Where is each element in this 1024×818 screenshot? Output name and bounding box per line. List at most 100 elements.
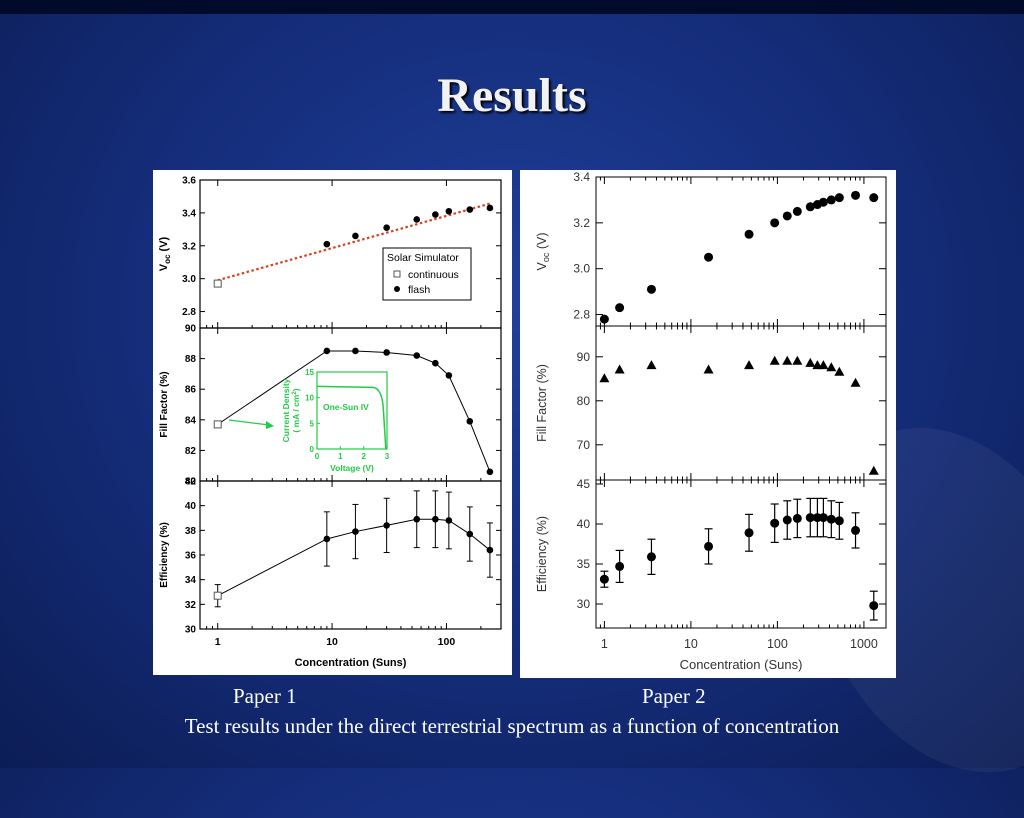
paper1-xtick-label: 100 [438, 636, 456, 648]
inset-xtick-label: 1 [338, 452, 343, 461]
inset-ylabel-unit: ( mA / cm2) [291, 388, 301, 432]
paper1-point-flash [352, 232, 359, 240]
inset-ytick-label: 5 [310, 419, 315, 428]
inset-iv-curve [316, 385, 387, 450]
paper2-panel-2-ytick-label: 40 [577, 517, 591, 531]
paper1-point-flash [486, 204, 494, 212]
paper2-panel-0-ylabel: Voc (V) [535, 233, 551, 271]
paper1-point-continuous [213, 420, 222, 429]
paper2-xtick-label: 1 [601, 637, 608, 651]
paper2-panel-1-ytick-label: 90 [577, 350, 591, 364]
paper2-chart: 2.8 3.0 3.2 3.4 Voc (V) 70 80 90 Fill Factor (%)… [535, 170, 887, 672]
paper2-point-FF [614, 364, 625, 374]
paper2-panel-0-ytick-label: 3.4 [573, 170, 590, 184]
paper2-point-Efficiency [770, 518, 780, 528]
paper1-ylabel-sub: oc [163, 254, 172, 264]
inset-ylabel-unit-tail: ) [291, 388, 301, 391]
paper1-panel-2-ytick-label: 30 [185, 625, 197, 636]
paper2-point-Efficiency [744, 528, 754, 538]
inset-ytick-label: 0 [310, 445, 315, 454]
paper2-point-Efficiency [782, 515, 792, 525]
paper1-panel-2-ytick-label: 38 [185, 526, 197, 537]
paper1-point-flash [383, 522, 390, 529]
paper1-point-flash [413, 352, 421, 359]
paper2-point-FF [744, 360, 755, 370]
paper1-point-flash [323, 347, 331, 355]
paper2-point-Efficiency [826, 514, 836, 524]
paper1-legend-marker-continuous [393, 270, 401, 278]
paper1-panel-0-ytick-label: 2.8 [182, 307, 196, 318]
paper2-point-FF [646, 360, 657, 370]
paper2-point-Voc [834, 193, 844, 203]
paper2-point-Voc [826, 195, 836, 205]
paper1-ylabel-unit: (V) [158, 236, 170, 254]
inset-ylabel: Current Density [281, 378, 291, 442]
paper1-point-continuous [213, 591, 222, 600]
paper2-panel-2-ytick-label: 35 [577, 557, 591, 571]
paper2-point-FF [805, 357, 816, 367]
paper2-xtick-label: 10 [684, 637, 698, 651]
paper1-panel-1-ytick-label: 90 [185, 324, 197, 335]
paper1-panel-1-ylabel: Fill Factor (%) [159, 371, 170, 437]
paper1-point-flash [466, 418, 474, 425]
paper1-panel-0-ylabel: Voc (V) [158, 236, 172, 271]
caption-main: Test results under the direct terrestria… [184, 714, 840, 738]
paper1-panel-1-ytick-label: 80 [185, 477, 197, 488]
paper1-point-flash [323, 535, 331, 543]
paper1-panel-2-ylabel: Efficiency (%) [159, 522, 170, 588]
caption-paper2: Paper 2 [642, 684, 706, 708]
paper1-panel-2-frame [199, 480, 502, 630]
paper1-panel-1-ytick-label: 88 [185, 354, 197, 365]
paper2-point-Voc [704, 252, 714, 262]
inset-pointer-arrowhead [266, 421, 274, 429]
paper2-point-Efficiency [834, 516, 844, 526]
paper2-panel-0-ytick-label: 3.2 [573, 216, 590, 230]
paper1-legend-title: Solar Simulator [387, 252, 459, 264]
paper2-panel-1-frame [595, 325, 887, 481]
paper2-point-Efficiency [615, 561, 625, 571]
paper2-panel-0-ytick-label: 3.0 [573, 262, 590, 276]
paper2-panel-1-ytick-label: 80 [577, 394, 591, 408]
paper2-point-Efficiency [818, 513, 828, 523]
paper2-panel-2-ylabel: Efficiency (%) [535, 516, 549, 592]
paper1-panel-0-ytick-label: 3.4 [182, 208, 196, 219]
paper1-point-flash [383, 349, 390, 356]
inset-xtick-label: 3 [385, 452, 390, 461]
paper2-point-FF [818, 360, 829, 370]
paper2-point-FF [769, 355, 780, 365]
paper1-panel-0-ytick-label: 3.2 [182, 241, 196, 252]
inset-ytick-label: 15 [305, 368, 314, 377]
paper1-panel-0-ytick-label: 3.0 [182, 274, 196, 285]
paper1-panel-2-ytick-label: 32 [185, 600, 197, 611]
paper2-point-FF [850, 377, 861, 387]
inset-label: One-Sun IV [323, 402, 369, 412]
paper1-figure: 2.8 3.0 3.2 3.4 3.6 Voc (V) Solar Simulator con… [153, 170, 512, 675]
paper2-point-Efficiency [792, 513, 802, 523]
paper1-point-flash [383, 224, 390, 231]
paper2-point-Voc [646, 284, 656, 294]
inset-frame [316, 371, 388, 450]
paper1-ylabel-main: V [158, 263, 170, 271]
paper2-point-Voc [615, 303, 625, 313]
paper1-panel-1-ytick-label: 86 [185, 385, 197, 396]
paper1-point-flash [466, 530, 474, 538]
paper1-point-flash [323, 240, 331, 248]
paper1-point-flash [466, 206, 474, 213]
paper1-xtick-label: 1 [215, 636, 221, 648]
paper2-ylabel-unit: (V) [535, 233, 549, 253]
paper1-point-flash [413, 515, 421, 523]
paper2-ylabel-main: V [535, 262, 549, 271]
paper2-xtick-label: 1000 [850, 637, 878, 651]
paper1-fit-line [217, 201, 493, 282]
paper1-xlabel: Concentration (Suns) [295, 657, 407, 669]
paper2-figure: 2.8 3.0 3.2 3.4 Voc (V) 70 80 90 Fill Factor (%)… [520, 170, 896, 678]
paper1-panel-0-ytick-label: 3.6 [182, 176, 196, 187]
inset-xtick-label: 0 [315, 452, 320, 461]
paper1-point-flash [445, 207, 453, 215]
paper2-point-Efficiency [805, 513, 815, 523]
paper1-xtick-label: 10 [326, 636, 338, 648]
caption-paper1: Paper 1 [233, 684, 297, 708]
paper1-panel-2-ytick-label: 34 [185, 575, 197, 586]
paper2-point-FF [703, 364, 714, 374]
paper1-legend-marker-flash [394, 286, 400, 292]
